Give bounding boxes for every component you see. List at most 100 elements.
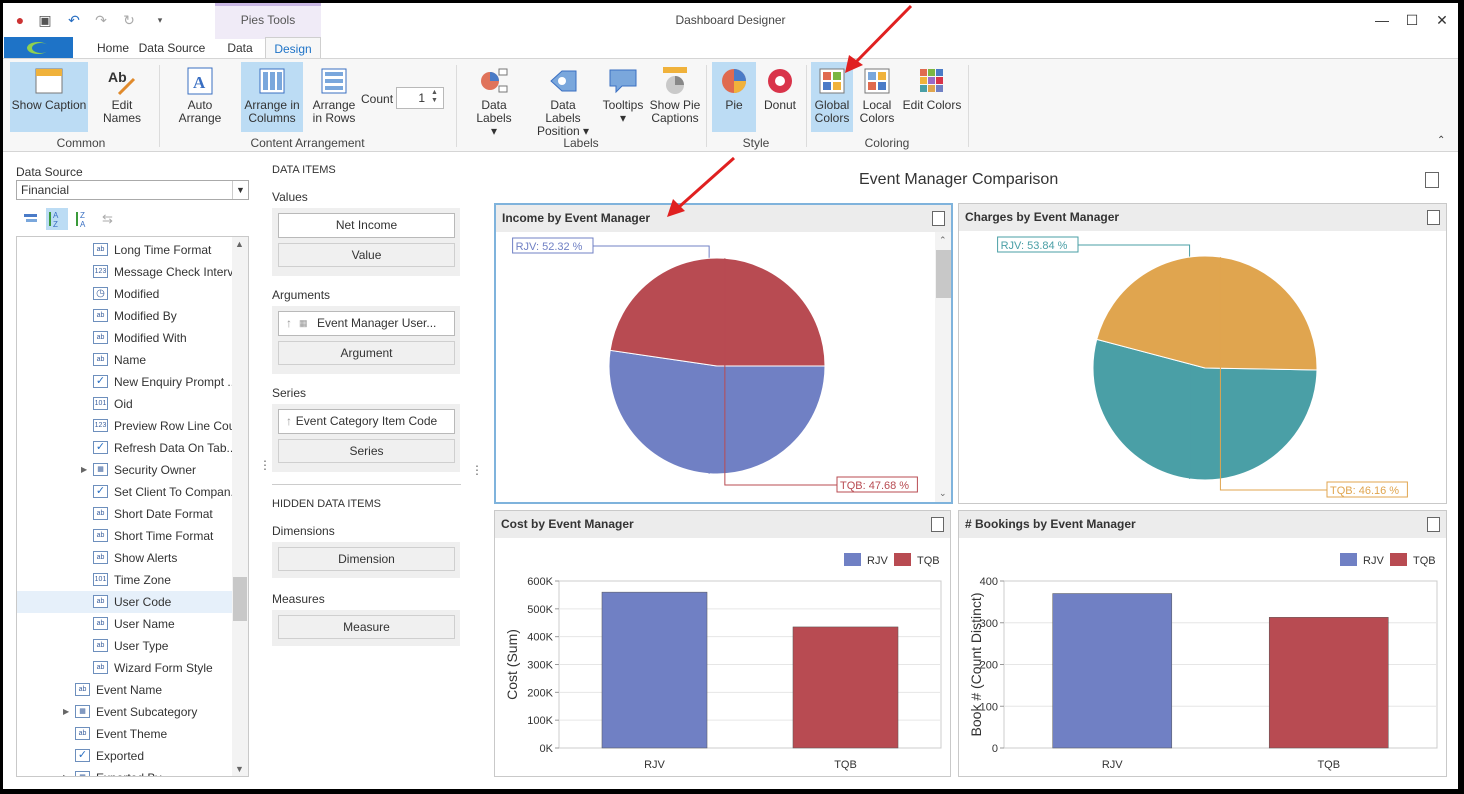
income-pie-panel[interactable]: Income by Event Manager RJV: 52.32 % TQB:… <box>494 203 953 504</box>
y-axis-label: Book # (Count Distinct) <box>968 593 984 737</box>
ribbon-separator <box>806 65 807 147</box>
data-labels-position-button[interactable]: Data Labels Position ▾ <box>531 62 595 138</box>
export-icon[interactable] <box>932 211 945 226</box>
charges-pie-panel[interactable]: Charges by Event Manager RJV: 53.84 % TQB… <box>958 203 1447 504</box>
pie-scrollbar[interactable]: ⌃ ⌄ <box>935 232 951 502</box>
measure-placeholder[interactable]: Measure <box>278 615 455 639</box>
tree-item[interactable]: 123 Preview Row Line Count <box>17 415 245 437</box>
field-tree-scrollbar[interactable]: ▲ ▼ <box>232 237 248 776</box>
field-tree: ab Long Time Format 123 Message Check Inter… <box>16 236 249 777</box>
event-category-item-code-item[interactable]: ↑ Event Category Item Code <box>278 409 455 434</box>
scroll-down-icon[interactable]: ▼ <box>235 764 244 774</box>
tree-item[interactable]: ▶ ▦ Event Subcategory <box>17 701 233 723</box>
tab-data[interactable]: Data <box>227 41 253 55</box>
splitter-grip-icon[interactable]: ⋮ <box>259 458 271 472</box>
file-tab[interactable] <box>4 37 73 59</box>
maximize-icon[interactable]: ☐ <box>1405 12 1419 28</box>
data-labels-button[interactable]: Data Labels ▾ <box>463 62 525 138</box>
expand-icon[interactable]: ▶ <box>63 707 70 716</box>
customize-qat-icon[interactable]: ▾ <box>157 15 163 25</box>
tree-item[interactable]: ab Show Alerts <box>17 547 233 569</box>
tree-item[interactable]: ▶ ▦ Security Owner <box>17 459 233 481</box>
tree-item[interactable]: 101 Oid <box>17 393 233 415</box>
event-manager-user-item[interactable]: ↑ ▦ Event Manager User... <box>278 311 455 336</box>
tab-design[interactable]: Design <box>265 37 321 59</box>
pie-style-button[interactable]: Pie <box>712 62 756 132</box>
tree-item[interactable]: ✓ Set Client To Compan... <box>17 481 241 503</box>
legend-label: TQB <box>917 555 940 567</box>
tab-home[interactable]: Home <box>96 41 129 55</box>
repeat-icon[interactable]: ↻ <box>123 12 135 28</box>
global-colors-button[interactable]: Global Colors <box>811 62 853 132</box>
dashboard-export-icon[interactable] <box>1425 172 1439 188</box>
tree-item[interactable]: ab Modified By <box>17 305 233 327</box>
scroll-down-icon[interactable]: ⌄ <box>939 488 947 498</box>
scroll-thumb[interactable] <box>233 577 247 621</box>
series-placeholder[interactable]: Series <box>278 439 455 463</box>
arrange-in-columns-button[interactable]: Arrange in Columns <box>241 62 303 132</box>
tree-item[interactable]: ab Event Name <box>17 679 233 701</box>
arguments-label: Arguments <box>272 288 331 302</box>
scroll-thumb[interactable] <box>936 250 951 298</box>
scroll-up-icon[interactable]: ▲ <box>235 239 244 249</box>
edit-names-button[interactable]: Ab Edit Names <box>91 62 153 132</box>
tree-item[interactable]: ✓ New Enquiry Prompt ... <box>17 371 237 393</box>
arrange-in-rows-button[interactable]: Arrange in Rows <box>306 62 362 132</box>
tree-item-label: Refresh Data On Tab... <box>114 441 237 455</box>
title-bar: ● ▣ ↶ ↷ ↻ ▾ Pies Tools Dashboard Designe… <box>3 3 1458 39</box>
save-icon[interactable]: ▣ <box>38 12 52 28</box>
tooltips-button[interactable]: Tooltips ▾ <box>600 62 646 132</box>
tree-item[interactable]: ab Wizard Form Style <box>17 657 233 679</box>
tree-item[interactable]: 123 Message Check Interval <box>17 261 243 283</box>
tree-item-label: User Code <box>114 595 172 609</box>
close-icon[interactable]: ✕ <box>1436 12 1448 28</box>
local-colors-button[interactable]: Local Colors <box>856 62 898 132</box>
tree-item[interactable]: ab Modified With <box>17 327 233 349</box>
tree-item[interactable]: ✓ Refresh Data On Tab... <box>17 437 237 459</box>
count-spinner-icon[interactable]: ▲ ▼ <box>431 89 438 104</box>
splitter-grip-icon[interactable]: ⋮ <box>471 463 483 477</box>
minimize-icon[interactable]: — <box>1375 12 1389 28</box>
expand-icon[interactable]: ▶ <box>81 465 88 474</box>
group-by-type-icon[interactable] <box>23 211 39 227</box>
redo-icon[interactable]: ↷ <box>95 12 107 28</box>
bookings-bar-panel[interactable]: # Bookings by Event Manager 0 100 200 300 40… <box>958 510 1447 777</box>
tree-item[interactable]: 101 Time Zone <box>17 569 233 591</box>
export-icon[interactable] <box>1427 210 1440 225</box>
net-income-item[interactable]: Net Income <box>278 213 455 238</box>
field-type-icon: ▦ <box>93 463 108 477</box>
cost-bar-panel[interactable]: Cost by Event Manager 0K 100K 200K 300K 400K… <box>494 510 951 777</box>
tree-item[interactable]: ab Long Time Format <box>17 239 233 261</box>
export-icon[interactable] <box>1427 517 1440 532</box>
tab-data-source[interactable]: Data Source <box>138 41 206 55</box>
scroll-up-icon[interactable]: ⌃ <box>939 235 947 245</box>
tree-item[interactable]: ab Short Time Format <box>17 525 233 547</box>
donut-style-button[interactable]: Donut <box>758 62 802 132</box>
tree-item[interactable]: ab User Type <box>17 635 233 657</box>
collapse-ribbon-icon[interactable]: ⌃ <box>1437 135 1446 146</box>
tree-item[interactable]: ▶ ▦ Exported By <box>17 767 233 776</box>
data-source-select[interactable]: Financial ▼ <box>16 180 249 200</box>
expand-icon[interactable]: ▶ <box>63 767 69 776</box>
pie-data-label-box <box>1326 481 1408 498</box>
tree-item[interactable]: ab Event Theme <box>17 723 233 745</box>
tree-item[interactable]: ✓ Exported <box>17 745 233 767</box>
value-placeholder[interactable]: Value <box>278 243 455 267</box>
dimension-placeholder[interactable]: Dimension <box>278 547 455 571</box>
count-input[interactable]: 1 <box>396 87 444 109</box>
argument-placeholder[interactable]: Argument <box>278 341 455 365</box>
tree-item[interactable]: ab Short Date Format <box>17 503 233 525</box>
tree-item[interactable]: ab Name <box>17 349 233 371</box>
tree-item[interactable]: ab User Name <box>17 613 233 635</box>
export-icon[interactable] <box>931 517 944 532</box>
show-caption-button[interactable]: Show Caption <box>10 62 88 132</box>
undo-icon[interactable]: ↶ <box>68 12 80 28</box>
show-pie-captions-button[interactable]: Show Pie Captions <box>649 62 701 132</box>
auto-arrange-button[interactable]: A Auto Arrange <box>165 62 235 132</box>
tree-item[interactable]: ab User Code <box>17 591 233 613</box>
edit-colors-button[interactable]: Edit Colors <box>902 62 962 132</box>
refresh-fields-icon[interactable]: ⇆ <box>102 211 113 226</box>
tree-item[interactable]: ◷ Modified <box>17 283 233 305</box>
